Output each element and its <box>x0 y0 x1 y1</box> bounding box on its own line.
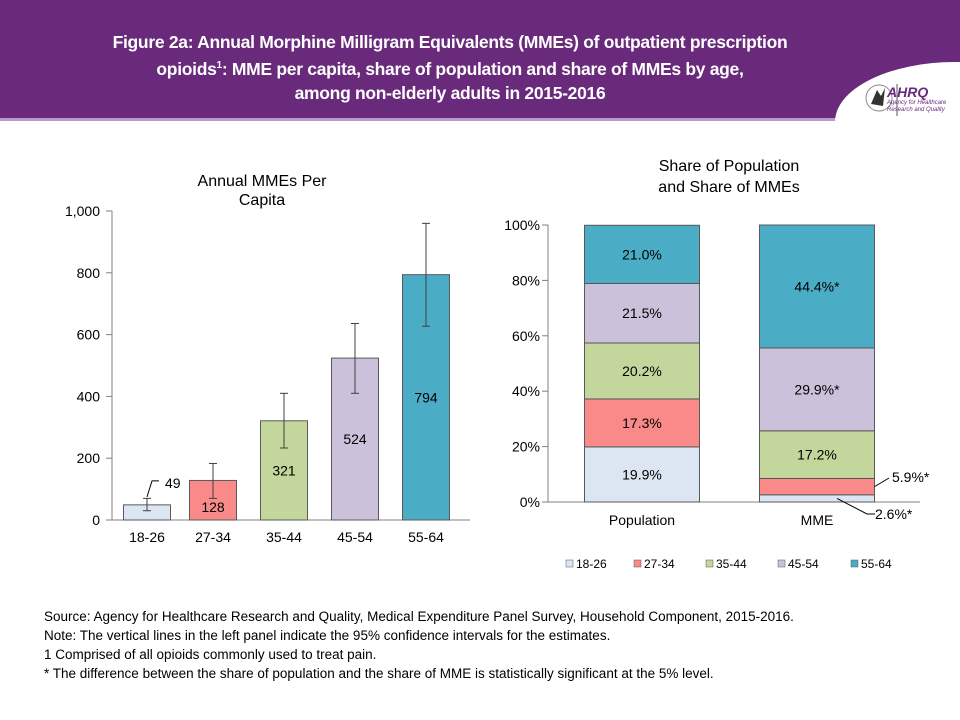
y-tick-label: 60% <box>512 328 540 344</box>
stack-segment-55-64 <box>759 224 875 349</box>
source-note: Source: Agency for Healthcare Research a… <box>44 609 794 624</box>
title-part: : MME per capita, share of population an… <box>221 58 744 79</box>
y-tick-label: 400 <box>77 388 101 404</box>
data-label: 17.3% <box>622 415 662 431</box>
stack-segment-18-26 <box>584 446 700 503</box>
y-tick-label: 0 <box>92 512 100 528</box>
chart-title-right: and Share of MMEs <box>658 179 799 196</box>
stack-segment-45-54 <box>584 282 700 344</box>
hhs-eagle-icon <box>865 84 898 116</box>
legend-label: 35-44 <box>716 557 747 571</box>
stack-segment-55-64 <box>584 224 700 284</box>
data-label: 20.2% <box>622 363 662 379</box>
data-label: 17.2% <box>797 447 837 463</box>
legend-label: 45-54 <box>788 557 819 571</box>
legend-swatch-35-44 <box>705 559 714 568</box>
ahrq-logo: AHRQ Agency for Healthcare Research and … <box>835 62 960 122</box>
legend-label: 18-26 <box>576 557 607 571</box>
notes: Source: Agency for Healthcare Research a… <box>44 607 794 683</box>
data-label: 21.0% <box>622 246 662 262</box>
legend-swatch-45-54 <box>777 559 786 568</box>
figure-title: Figure 2a: Annual Morphine Milligram Equ… <box>60 30 840 105</box>
logo-text: AHRQ <box>887 84 929 100</box>
data-label: 524 <box>343 431 367 447</box>
data-label: 128 <box>201 499 225 515</box>
x-tick-label: 18-26 <box>129 529 165 545</box>
legend-label: 27-34 <box>644 557 675 571</box>
data-label-leader <box>146 480 159 498</box>
header-banner: Figure 2a: Annual Morphine Milligram Equ… <box>0 0 960 121</box>
footnote-marker: 1 <box>216 60 223 71</box>
chart-title-right: Share of Population <box>659 158 800 175</box>
data-label: 44.4%* <box>794 278 840 294</box>
data-label: 794 <box>414 389 438 405</box>
y-tick-label: 800 <box>77 265 101 281</box>
stack-segment-35-44 <box>759 430 875 479</box>
y-tick-label: 40% <box>512 383 540 399</box>
title-line-1: Figure 2a: Annual Morphine Milligram Equ… <box>112 32 788 52</box>
data-label-leader <box>874 477 890 488</box>
data-label: 49 <box>165 475 181 491</box>
footnote-1: 1 Comprised of all opioids commonly used… <box>44 647 377 662</box>
title-line-2: opioids1: MME per capita, share of popul… <box>60 54 840 81</box>
stack-segment-27-34 <box>759 477 875 496</box>
significance-note: * The difference between the share of po… <box>44 666 714 681</box>
title-part: opioids <box>156 58 217 79</box>
stack-segment-18-26 <box>759 494 875 503</box>
y-tick-label: 600 <box>77 327 101 343</box>
ci-note: Note: The vertical lines in the left pan… <box>44 628 611 643</box>
chart-title-left: Annual MMEs Per <box>198 173 328 190</box>
data-label: 29.9%* <box>794 381 840 397</box>
data-label: 2.6%* <box>875 506 913 522</box>
x-tick-label: Population <box>609 512 675 528</box>
y-tick-label: 100% <box>504 217 540 233</box>
data-label: 321 <box>272 462 296 478</box>
stack-segment-45-54 <box>759 347 875 432</box>
y-tick-label: 20% <box>512 439 540 455</box>
logo-subtext: Agency for Healthcare Research and Quali… <box>887 100 947 113</box>
legend-swatch-27-34 <box>633 559 642 568</box>
x-tick-label: MME <box>801 512 834 528</box>
legend-swatch-55-64 <box>850 559 859 568</box>
y-tick-label: 1,000 <box>65 203 100 219</box>
y-tick-label: 0% <box>520 494 540 510</box>
chart-title-left: Capita <box>239 192 285 209</box>
x-tick-label: 45-54 <box>337 529 373 545</box>
legend-label: 55-64 <box>861 557 892 571</box>
x-tick-label: 35-44 <box>266 529 302 545</box>
legend-swatch-18-26 <box>565 559 574 568</box>
data-label: 19.9% <box>622 466 662 482</box>
x-tick-label: 55-64 <box>408 529 444 545</box>
title-line-3: among non-elderly adults in 2015-2016 <box>294 82 606 103</box>
data-label: 5.9%* <box>892 469 930 485</box>
y-tick-label: 200 <box>77 450 101 466</box>
y-tick-label: 80% <box>512 272 540 288</box>
data-label: 21.5% <box>622 305 662 321</box>
data-label-leader <box>836 497 875 515</box>
x-tick-label: 27-34 <box>195 529 231 545</box>
